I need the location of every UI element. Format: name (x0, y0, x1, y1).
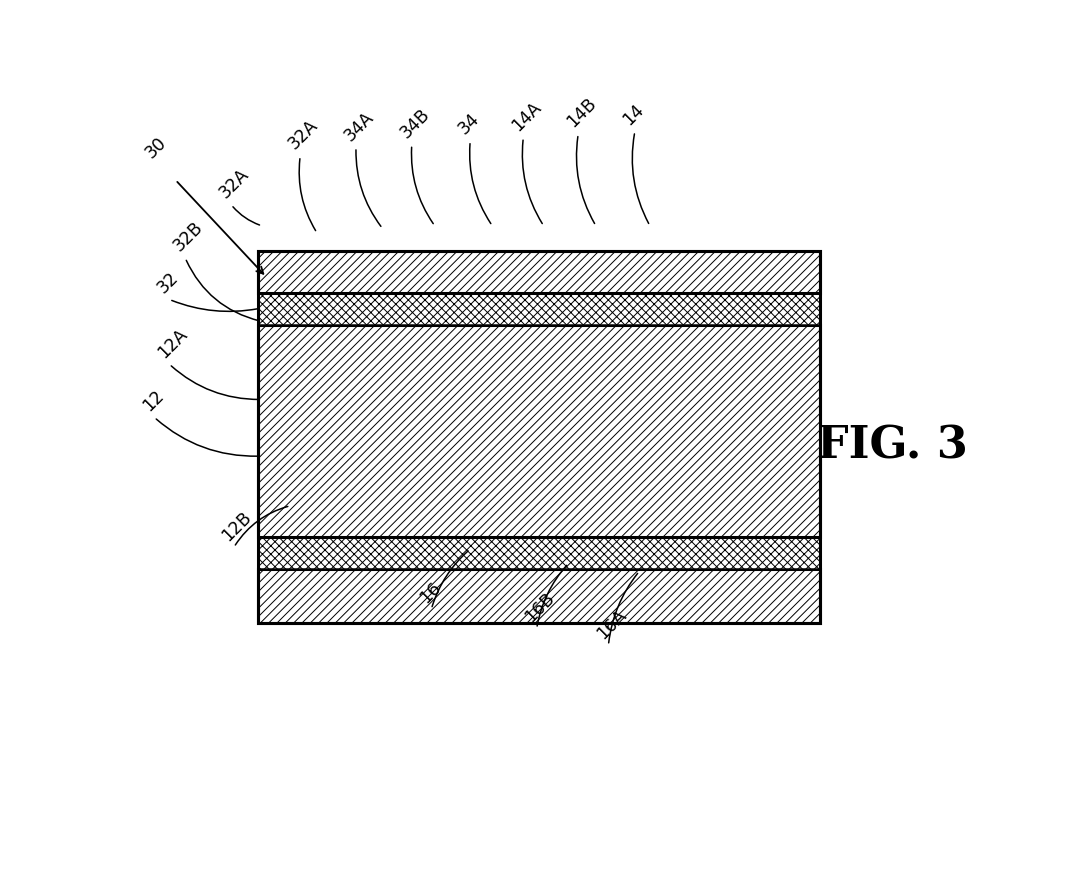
Text: 34: 34 (455, 110, 483, 138)
Bar (257, 568, 820, 623)
Text: 32A: 32A (216, 166, 252, 202)
Text: 32B: 32B (170, 218, 206, 255)
Text: 32A: 32A (285, 117, 322, 153)
Text: 16: 16 (416, 578, 444, 607)
Bar (257, 325, 820, 537)
Bar (257, 250, 820, 623)
Text: 14A: 14A (508, 98, 544, 135)
Text: 14B: 14B (563, 94, 600, 131)
Text: 34A: 34A (340, 108, 377, 144)
Text: 14: 14 (620, 101, 648, 128)
Text: FIG. 3: FIG. 3 (817, 424, 968, 467)
Text: 16B: 16B (521, 589, 559, 626)
Text: 16A: 16A (594, 606, 630, 643)
Text: 30: 30 (142, 134, 170, 162)
Text: 12A: 12A (154, 324, 191, 362)
Bar (257, 250, 820, 293)
Text: 12B: 12B (218, 508, 255, 544)
Bar (257, 293, 820, 325)
Text: 32: 32 (154, 268, 182, 297)
Text: 34B: 34B (396, 105, 433, 142)
Text: 12: 12 (139, 386, 167, 414)
Bar (257, 537, 820, 568)
